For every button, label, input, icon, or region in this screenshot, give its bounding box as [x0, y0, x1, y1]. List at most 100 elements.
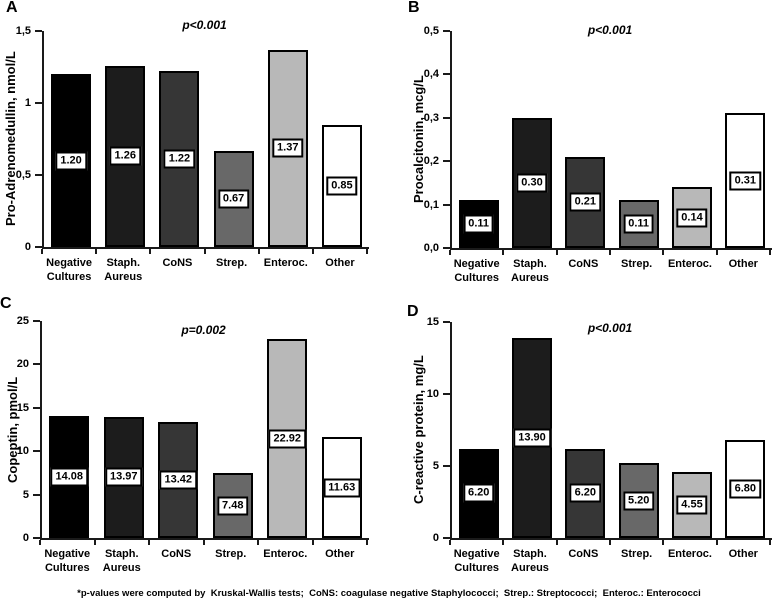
panel-letter: B [408, 0, 420, 16]
x-category-label: Negative Cultures [46, 257, 93, 284]
x-tick [769, 250, 771, 255]
value-label: 6.80 [729, 479, 762, 499]
bar-staph-aureus: 13.90 [512, 337, 552, 538]
y-axis-title: Procalcitonin, mcg/L [411, 75, 426, 204]
bar-negative-cultures: 6.20 [458, 448, 499, 538]
plot-area: 14.08 13.97 13.42 7.48 22.92 11.63 [40, 321, 369, 540]
bar-staph-aureus: 1.26 [105, 65, 146, 247]
bar-enteroc: 4.55 [672, 472, 712, 538]
x-category-label: Strep. [216, 257, 248, 269]
x-category-labels: Negative Cultures Staph. Aureus CoNS Strep. En… [40, 547, 367, 576]
bar-cons: 6.20 [565, 448, 606, 538]
y-tick-label: 25 [16, 315, 29, 327]
value-label: 0.21 [569, 192, 602, 212]
x-tick [148, 540, 150, 545]
x-tick [555, 540, 558, 545]
y-tick-label: 0,0 [423, 242, 439, 254]
x-category-labels: Negative Cultures Staph. Aureus CoNS Strep. En… [42, 256, 367, 285]
y-tick [443, 321, 450, 323]
x-tick [662, 540, 665, 545]
x-category-label: Negative Cultures [453, 258, 500, 285]
x-tick [769, 540, 771, 545]
panel-a: A p<0.001 Pro-Adrenomedullin, nmol/L 1.2… [0, 0, 389, 290]
plot-area: 0.11 0.30 0.21 0.11 0.14 0.31 [450, 31, 772, 250]
y-tick-label: 0,3 [423, 111, 439, 124]
value-label: 0.14 [676, 208, 708, 228]
bar-staph-aureus: 13.97 [103, 416, 144, 538]
value-label: 0.11 [463, 214, 495, 234]
y-tick [443, 160, 450, 163]
value-label: 0.31 [729, 171, 762, 191]
bar-negative-cultures: 0.11 [458, 200, 499, 248]
y-tick-label: 10 [426, 388, 439, 400]
bar-enteroc: 0.14 [672, 187, 712, 248]
x-category-labels: Negative Cultures Staph. Aureus CoNS Strep. En… [450, 257, 770, 286]
bar-strep: 7.48 [212, 473, 253, 538]
bar-other: 11.63 [321, 437, 362, 538]
p-value-label: p<0.001 [587, 23, 633, 37]
y-tick [443, 537, 450, 539]
value-label: 7.48 [217, 496, 249, 516]
x-category-label: Staph. Aureus [511, 258, 549, 285]
x-tick [93, 540, 96, 545]
value-label: 5.20 [622, 491, 655, 511]
p-value-label: p<0.001 [182, 18, 227, 32]
panel-c: C p=0.002 Copeptin, pmol/L 14.08 13.97 13.… [0, 290, 389, 586]
y-tick [443, 203, 450, 206]
x-tick [449, 540, 451, 545]
panel-letter: A [6, 0, 18, 16]
x-category-label: Other [728, 548, 758, 560]
y-axis-title: C-reactive protein, mg/L [411, 355, 426, 505]
y-tick [33, 450, 40, 453]
x-category-label: CoNS [568, 548, 599, 560]
y-tick [33, 493, 40, 496]
y-tick [443, 73, 450, 76]
x-category-label: Enteroc. [667, 258, 712, 270]
bar-other: 0.31 [725, 113, 766, 248]
x-category-label: Enteroc. [667, 548, 712, 560]
x-tick [203, 249, 206, 254]
p-value-label: p=0.002 [181, 323, 226, 337]
value-label: 0.11 [623, 214, 655, 234]
value-label: 13.97 [104, 467, 143, 487]
y-tick-label: 15 [426, 316, 439, 328]
y-tick-label: 5 [432, 460, 439, 472]
panel-d: D p<0.001 C-reactive protein, mg/L 6.20 1… [389, 290, 778, 586]
x-tick [609, 540, 611, 545]
y-tick [33, 406, 40, 409]
value-label: 13.90 [513, 428, 551, 448]
value-label: 6.20 [569, 483, 602, 503]
panel-letter: D [407, 303, 419, 320]
x-category-label: Staph. Aureus [102, 548, 141, 575]
panel-letter: C [0, 295, 12, 312]
y-tick [33, 320, 40, 322]
y-tick [35, 246, 42, 248]
panel-b: B p<0.001 Procalcitonin, mcg/L 0.11 0.30 0… [389, 0, 778, 290]
x-tick [41, 249, 43, 254]
x-category-label: Strep. [621, 548, 653, 560]
x-tick [449, 250, 451, 255]
value-label: 4.55 [676, 495, 708, 515]
x-tick [366, 249, 368, 254]
x-category-label: CoNS [162, 257, 193, 269]
y-axis-title: Pro-Adrenomedullin, nmol/L [3, 51, 18, 227]
x-category-label: Staph. Aureus [104, 257, 143, 284]
y-tick-label: 0 [24, 241, 31, 253]
value-label: 13.42 [159, 470, 198, 490]
y-tick [35, 102, 42, 104]
y-tick-label: 1,5 [15, 25, 31, 37]
plot-area: 6.20 13.90 6.20 5.20 4.55 6.80 [450, 322, 772, 540]
value-label: 0.85 [326, 176, 358, 196]
x-tick [95, 249, 98, 254]
x-category-label: Staph. Aureus [511, 548, 549, 575]
x-category-label: Other [325, 548, 355, 560]
bar-staph-aureus: 0.30 [512, 117, 552, 248]
x-tick [555, 250, 558, 255]
value-label: 22.92 [268, 429, 307, 449]
bar-negative-cultures: 14.08 [49, 415, 90, 538]
y-tick-label: 0,5 [15, 169, 31, 181]
x-tick [149, 249, 152, 254]
bar-cons: 13.42 [158, 421, 199, 538]
y-tick-label: 15 [16, 401, 29, 414]
